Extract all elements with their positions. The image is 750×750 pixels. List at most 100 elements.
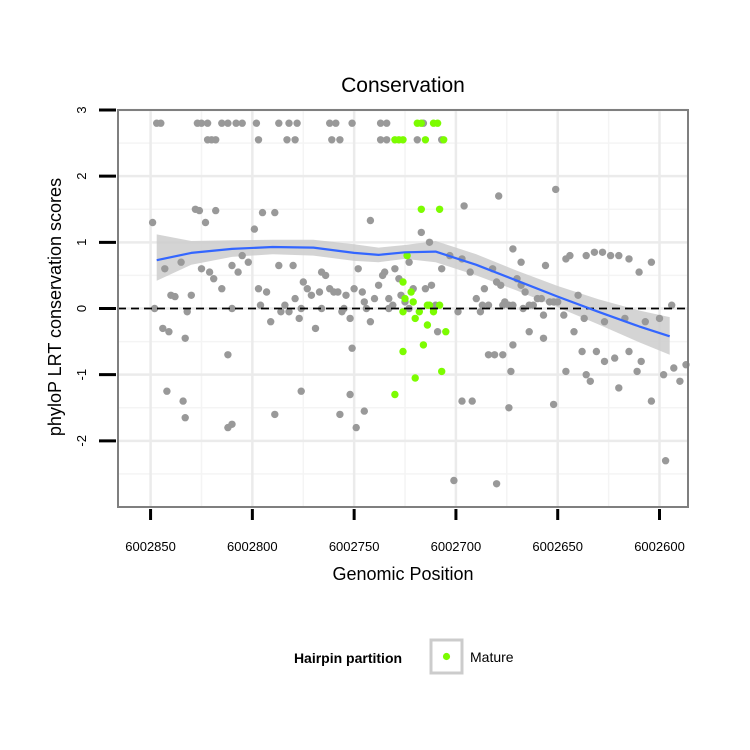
other-point: [281, 301, 289, 309]
other-point: [499, 351, 507, 359]
legend: Hairpin partition Mature: [294, 638, 514, 675]
other-point: [352, 423, 360, 432]
other-point: [507, 367, 515, 376]
other-point: [315, 288, 324, 296]
other-point: [574, 291, 582, 299]
other-point: [326, 119, 334, 127]
other-point: [484, 351, 493, 359]
other-point: [159, 324, 167, 333]
other-point: [254, 136, 263, 144]
other-point: [244, 258, 252, 266]
mature-point: [429, 308, 438, 316]
other-point: [203, 119, 212, 127]
other-point: [625, 255, 633, 263]
other-point: [460, 202, 468, 210]
other-point: [212, 136, 220, 144]
other-point: [238, 119, 246, 127]
other-point: [336, 136, 344, 144]
mature-point: [401, 294, 409, 303]
other-point: [187, 291, 195, 299]
other-point: [360, 298, 368, 306]
other-point: [336, 410, 344, 419]
other-point: [529, 301, 537, 309]
other-point: [197, 119, 206, 127]
other-point: [238, 251, 246, 260]
other-point: [661, 457, 670, 465]
other-point: [600, 357, 609, 366]
other-point: [348, 344, 356, 352]
smooth-line: [156, 245, 671, 338]
mature-point: [423, 301, 432, 309]
other-point: [291, 136, 299, 144]
other-point: [232, 119, 240, 127]
other-point: [509, 341, 517, 349]
mature-point: [399, 347, 407, 356]
mature-point: [440, 136, 448, 144]
other-point: [598, 248, 607, 256]
other-point: [289, 261, 297, 270]
other-point: [586, 377, 594, 385]
other-point: [450, 476, 458, 485]
other-point: [293, 119, 301, 127]
other-point: [342, 291, 350, 299]
other-point: [275, 261, 283, 270]
other-point: [254, 285, 263, 293]
other-point: [252, 119, 261, 127]
other-point: [615, 251, 623, 260]
other-point: [433, 328, 442, 336]
other-point: [201, 218, 210, 227]
y-axis-label: phyloP LRT conservation scores: [45, 178, 65, 436]
x-tick-label: 6002650: [532, 539, 583, 554]
other-point: [370, 294, 379, 303]
other-point: [360, 407, 368, 415]
other-point: [554, 298, 562, 306]
x-axis-label: Genomic Position: [332, 564, 473, 584]
other-point: [580, 314, 588, 323]
other-point: [413, 136, 421, 144]
other-point: [552, 185, 560, 194]
other-point: [250, 225, 259, 233]
mature-point: [409, 298, 417, 306]
panel-border: [117, 109, 689, 508]
y-tick-label: 1: [74, 239, 89, 246]
other-point: [578, 347, 586, 356]
other-point: [570, 328, 578, 336]
other-point: [539, 334, 548, 342]
other-point: [376, 119, 385, 127]
other-point: [582, 251, 590, 260]
mature-point: [417, 205, 425, 213]
chart-title: Conservation: [341, 74, 465, 97]
mature-point: [415, 308, 423, 316]
other-point: [606, 251, 615, 260]
other-point: [183, 308, 191, 316]
mature-point: [438, 367, 446, 376]
mature-point: [407, 288, 415, 296]
other-point: [562, 367, 570, 376]
other-point: [417, 228, 425, 237]
other-point: [458, 397, 466, 405]
other-point: [582, 371, 590, 379]
other-point: [600, 318, 609, 326]
other-point: [641, 318, 649, 326]
mature-point: [442, 328, 450, 336]
other-point: [374, 281, 383, 289]
other-point: [637, 357, 645, 366]
other-point: [358, 288, 366, 296]
mature-point: [399, 308, 407, 316]
other-point: [224, 119, 232, 127]
other-point: [165, 328, 173, 336]
other-point: [592, 347, 601, 356]
confidence-band: [156, 234, 670, 355]
other-point: [148, 218, 157, 227]
other-point: [468, 397, 476, 405]
mature-point: [419, 341, 428, 349]
series-mature: [391, 119, 450, 399]
other-point: [258, 208, 267, 217]
other-point: [549, 400, 558, 409]
other-point: [427, 281, 436, 289]
x-axis: 6002850 6002800 6002750 6002700 6002650 60026…: [125, 509, 685, 554]
other-point: [499, 301, 507, 309]
y-tick-label: -1: [74, 369, 89, 381]
other-point: [454, 308, 462, 316]
